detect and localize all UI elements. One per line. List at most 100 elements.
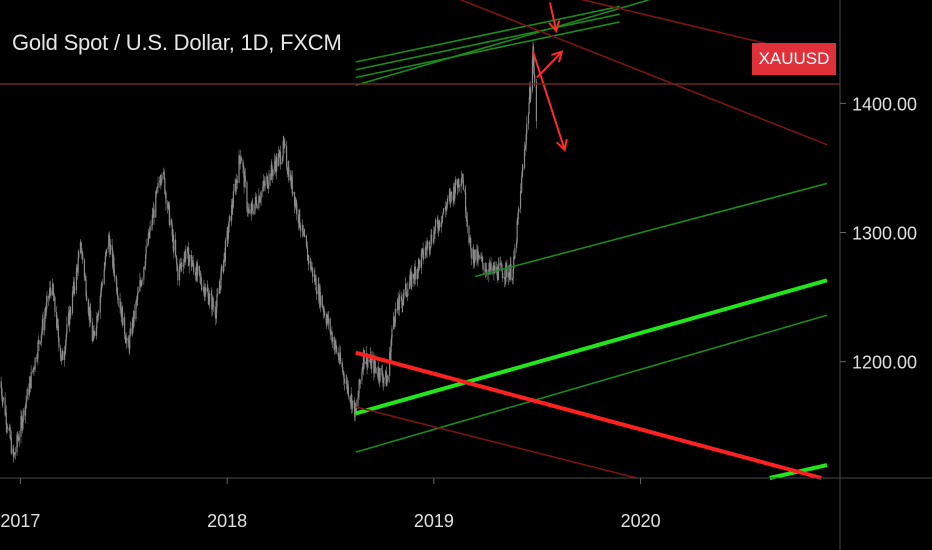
candle-body bbox=[323, 310, 326, 317]
arrow-shaft-3[interactable] bbox=[549, 2, 558, 32]
candle-body bbox=[113, 269, 116, 278]
candle-body bbox=[432, 241, 434, 243]
candle-body bbox=[308, 256, 310, 264]
candle-body bbox=[65, 334, 67, 341]
candle-body bbox=[327, 318, 330, 324]
time-scale[interactable]: 2017 2018 2019 2020 bbox=[0, 478, 661, 531]
candle-body bbox=[10, 437, 12, 454]
candle-body bbox=[395, 309, 397, 311]
candle-body bbox=[533, 66, 535, 75]
candle-body bbox=[105, 249, 108, 254]
candle-body bbox=[205, 287, 207, 294]
candle-body bbox=[464, 189, 466, 193]
candle-body bbox=[143, 267, 146, 269]
candle-body bbox=[137, 293, 139, 300]
candle-body bbox=[433, 230, 435, 242]
candle-body bbox=[185, 252, 187, 260]
candle-body bbox=[113, 257, 115, 270]
candle-body bbox=[408, 282, 411, 289]
candle-body bbox=[421, 249, 423, 254]
candle-body bbox=[255, 200, 258, 207]
candle-body bbox=[470, 248, 472, 259]
candle-body bbox=[143, 267, 145, 280]
candle-body bbox=[197, 266, 199, 275]
green-trendline-5[interactable] bbox=[355, 5, 620, 63]
candle-body bbox=[141, 279, 143, 282]
candle-body bbox=[531, 59, 534, 91]
candle-body bbox=[20, 416, 23, 418]
green-trendline-7[interactable] bbox=[355, 21, 620, 79]
candle-body bbox=[407, 288, 409, 296]
candle-body bbox=[417, 259, 420, 272]
candle-body bbox=[119, 298, 121, 309]
arrow-drawings[interactable] bbox=[532, 2, 568, 152]
candle-body bbox=[117, 298, 119, 300]
price-scale[interactable]: 1400.00 1300.00 1200.00 bbox=[840, 94, 917, 373]
candle-body bbox=[78, 252, 80, 258]
candle-body bbox=[182, 265, 185, 267]
red-trendline-11[interactable] bbox=[451, 0, 828, 146]
candle-body bbox=[465, 212, 467, 219]
candle-body bbox=[393, 316, 395, 323]
arrow-shaft-2[interactable] bbox=[536, 50, 563, 79]
arrow-shaft-1[interactable] bbox=[532, 51, 566, 151]
candle-body bbox=[515, 241, 518, 248]
candle-body bbox=[349, 396, 351, 401]
symbol-badge[interactable]: XAUUSD bbox=[752, 43, 836, 75]
candle-body bbox=[445, 206, 447, 212]
candle-body bbox=[342, 367, 344, 372]
candle-body bbox=[382, 379, 385, 384]
candle-body bbox=[386, 379, 388, 387]
candle-body bbox=[374, 366, 377, 368]
candle-body bbox=[151, 224, 153, 227]
green-trendline-6[interactable] bbox=[355, 13, 620, 71]
candle-body bbox=[44, 315, 46, 331]
candle-body bbox=[91, 322, 93, 342]
candle-body bbox=[375, 367, 377, 373]
green-trendline-1[interactable] bbox=[355, 278, 828, 416]
candle-body bbox=[208, 301, 210, 305]
candle-body bbox=[194, 272, 197, 275]
candle-body bbox=[13, 453, 15, 457]
candle-body bbox=[450, 192, 452, 202]
candle-body bbox=[201, 284, 203, 290]
green-trendline-8[interactable] bbox=[355, 0, 649, 87]
candle-body bbox=[424, 247, 426, 256]
candle-body bbox=[387, 376, 389, 382]
candle-body bbox=[69, 309, 71, 325]
candle-body bbox=[402, 298, 404, 302]
red-trendline-10[interactable] bbox=[355, 406, 637, 479]
candle-body bbox=[100, 283, 102, 292]
candle-body bbox=[200, 277, 202, 285]
green-trendline-3[interactable] bbox=[355, 314, 828, 453]
candle-body bbox=[402, 301, 404, 306]
candle-body bbox=[32, 370, 34, 372]
candle-body bbox=[238, 155, 241, 161]
candle-body bbox=[99, 295, 101, 313]
candle-body bbox=[291, 177, 293, 194]
candle-body bbox=[16, 434, 18, 453]
candle-body bbox=[235, 180, 237, 192]
candle-body bbox=[473, 260, 475, 264]
candle-body bbox=[462, 177, 464, 180]
trendline-drawings[interactable] bbox=[355, 0, 828, 480]
candle-body bbox=[248, 209, 250, 213]
candle-body bbox=[286, 145, 288, 168]
candle-body bbox=[276, 157, 278, 167]
candle-body bbox=[251, 202, 253, 205]
candle-body bbox=[30, 371, 32, 389]
candle-body bbox=[129, 335, 131, 350]
candle-body bbox=[1, 395, 3, 402]
candle-body bbox=[448, 195, 450, 199]
candle-body bbox=[423, 255, 425, 259]
candle-body bbox=[500, 263, 502, 266]
candle-body bbox=[263, 181, 265, 184]
candle-body bbox=[293, 191, 296, 207]
candle-body bbox=[176, 264, 178, 269]
red-trendline-9[interactable] bbox=[355, 350, 822, 480]
green-trendline-4[interactable] bbox=[475, 182, 828, 278]
candle-body bbox=[41, 329, 43, 335]
candle-body bbox=[391, 328, 393, 339]
candle-body bbox=[299, 226, 301, 230]
